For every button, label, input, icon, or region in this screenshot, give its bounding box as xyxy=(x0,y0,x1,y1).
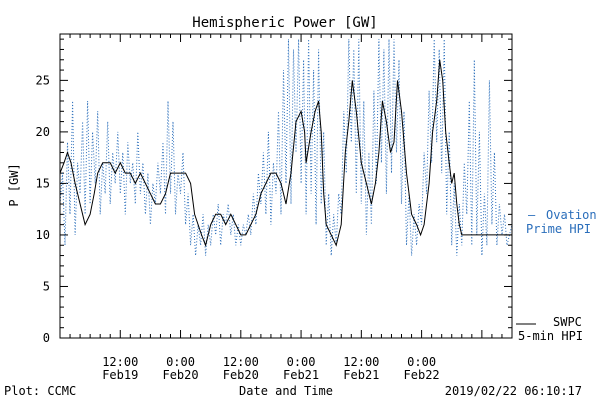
footer-timestamp: 2019/02/22 06:10:17 xyxy=(445,384,582,398)
x-tick-time-label: 0:00 xyxy=(287,355,316,369)
series-line-ovation xyxy=(59,39,513,256)
x-tick-time-label: 12:00 xyxy=(102,355,138,369)
x-ticks: 12:00Feb190:00Feb2012:00Feb200:00Feb2112… xyxy=(59,34,513,382)
series-line-swpc xyxy=(59,59,512,247)
x-tick-date-label: Feb21 xyxy=(283,368,319,382)
x-tick-date-label: Feb22 xyxy=(404,368,440,382)
legend-ovation-dash: — xyxy=(528,208,536,222)
legend-ovation-line1: Ovation xyxy=(546,208,597,222)
y-tick-label: 0 xyxy=(43,331,50,345)
x-tick-time-label: 12:00 xyxy=(343,355,379,369)
y-ticks: 0 5 10 15 20 25 xyxy=(36,38,512,345)
plot-frame xyxy=(59,33,513,339)
x-axis-label: Date and Time xyxy=(239,384,333,398)
x-tick-time-label: 12:00 xyxy=(223,355,259,369)
y-tick-label: 25 xyxy=(36,73,50,87)
y-tick-label: 10 xyxy=(36,228,50,242)
x-tick-time-label: 0:00 xyxy=(166,355,195,369)
legend-swpc: SWPC 5-min HPI xyxy=(516,315,583,343)
chart-title: Hemispheric Power [GW] xyxy=(192,15,377,31)
legend-ovation-line2: Prime HPI xyxy=(526,222,591,236)
x-tick-time-label: 0:00 xyxy=(407,355,436,369)
series-layer xyxy=(59,39,513,256)
legend-swpc-line2: 5-min HPI xyxy=(518,329,583,343)
footer-plot-source: Plot: CCMC xyxy=(4,384,76,398)
x-tick-date-label: Feb21 xyxy=(343,368,379,382)
y-axis-label: P [GW] xyxy=(7,163,21,206)
legend-ovation: — Ovation Prime HPI xyxy=(526,208,597,236)
x-tick-date-label: Feb20 xyxy=(223,368,259,382)
y-tick-label: 15 xyxy=(36,176,50,190)
x-tick-date-label: Feb19 xyxy=(102,368,138,382)
legend-swpc-line1: SWPC xyxy=(553,315,582,329)
y-tick-label: 20 xyxy=(36,125,50,139)
y-tick-label: 5 xyxy=(43,279,50,293)
x-tick-date-label: Feb20 xyxy=(162,368,198,382)
